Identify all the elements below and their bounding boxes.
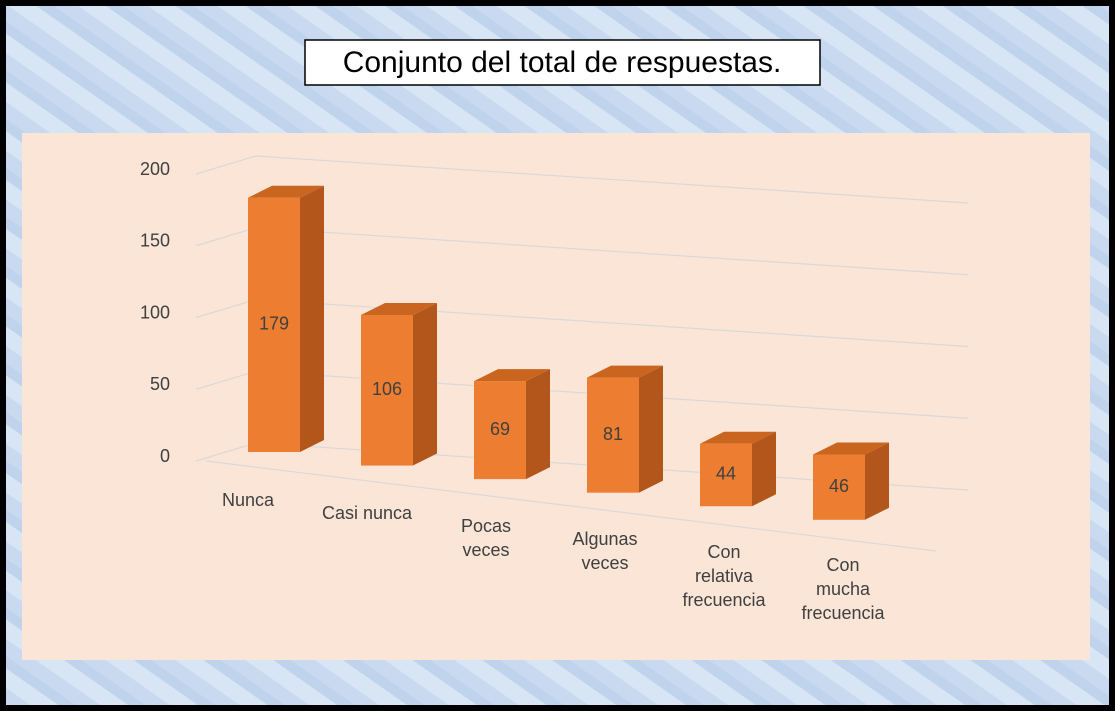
data-label: 69 xyxy=(490,419,510,439)
x-tick-label: Con mucha frecuencia xyxy=(801,555,885,623)
y-tick-label: 50 xyxy=(150,374,170,394)
x-tick-label: Algunas veces xyxy=(572,529,638,573)
data-label: 81 xyxy=(603,424,623,444)
grid-line xyxy=(195,442,257,462)
data-label: 106 xyxy=(372,379,402,399)
y-tick-label: 200 xyxy=(140,159,170,179)
bar-top xyxy=(474,369,550,382)
plot-area xyxy=(22,133,1090,660)
bar-side xyxy=(752,431,776,507)
data-label: 46 xyxy=(829,476,849,496)
bar-side xyxy=(526,369,550,480)
bar xyxy=(700,443,752,507)
bar-side xyxy=(300,185,324,452)
chart: Conjunto del total de respuestas. 0 50 100… xyxy=(22,39,1090,660)
y-tick-label: 150 xyxy=(140,231,170,251)
bar-side xyxy=(639,365,663,493)
grid-line xyxy=(195,370,257,390)
bar xyxy=(248,197,300,452)
bar-top xyxy=(813,442,889,455)
grid-line xyxy=(255,155,969,204)
bar-top xyxy=(587,365,663,378)
bar-top xyxy=(248,185,324,198)
bar-top xyxy=(700,431,776,444)
bar xyxy=(813,454,865,520)
y-tick-label: 100 xyxy=(140,302,170,322)
grid-line xyxy=(195,155,257,175)
bar xyxy=(474,381,526,480)
bar xyxy=(587,377,639,493)
data-label: 44 xyxy=(716,464,736,484)
data-label: 179 xyxy=(259,314,289,334)
chart-title: Conjunto del total de respuestas. xyxy=(343,46,782,79)
x-tick-label: Nunca xyxy=(221,490,275,510)
x-axis xyxy=(205,460,937,552)
y-tick-label: 0 xyxy=(160,446,170,466)
grid-line xyxy=(195,227,257,247)
bar xyxy=(361,314,413,466)
grid-line xyxy=(255,227,969,276)
x-tick-label: Casi nunca xyxy=(321,503,413,523)
bar-side xyxy=(865,442,889,520)
grid-line xyxy=(195,298,257,319)
bar-top xyxy=(361,302,437,315)
title-box xyxy=(304,39,821,86)
grid-line xyxy=(255,298,969,348)
x-tick-label: Pocas veces xyxy=(460,516,512,560)
bar-side xyxy=(413,302,437,466)
x-tick-label: Con relativa frecuencia xyxy=(682,542,766,610)
